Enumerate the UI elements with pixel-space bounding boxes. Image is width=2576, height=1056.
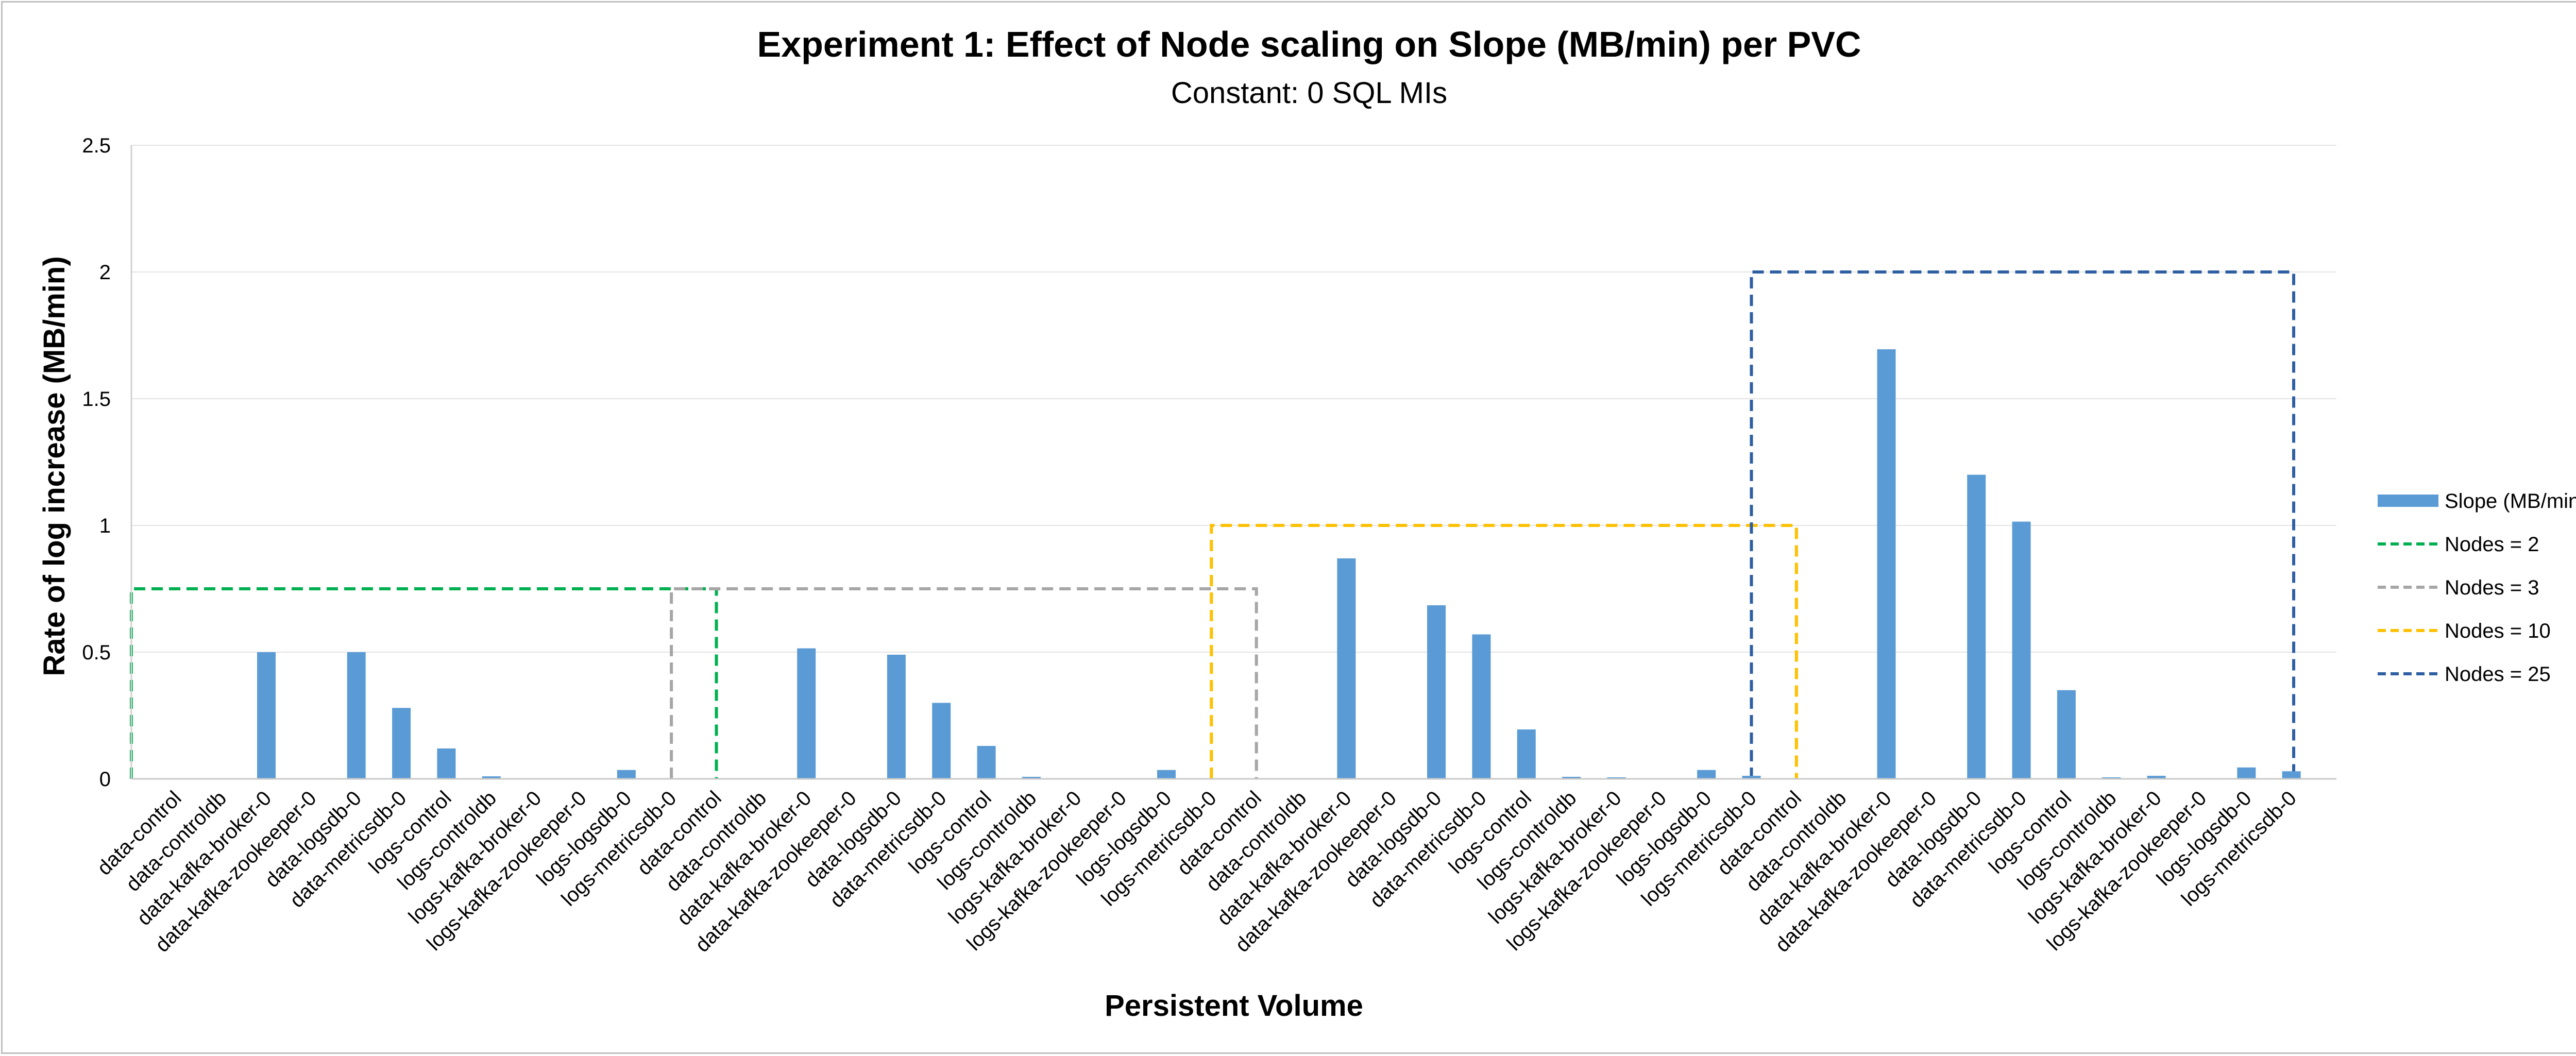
legend-label: Nodes = 2 [2445,533,2539,556]
x-axis-title: Persistent Volume [1105,989,1363,1023]
region-box [670,587,1258,779]
bar [1157,770,1176,779]
bar [1517,729,1536,779]
y-tick-label: 1 [99,515,111,537]
y-tick-label: 2 [99,261,111,284]
legend-swatch [2378,495,2438,507]
bar [617,770,636,779]
legend-label: Nodes = 10 [2445,620,2551,642]
legend-label: Nodes = 25 [2445,663,2551,686]
bar [257,652,276,779]
bar [392,708,411,779]
bar [2147,776,2166,779]
y-tick-label: 1.5 [82,388,111,411]
bar [977,746,996,779]
chart-title: Experiment 1: Effect of Node scaling on … [757,24,1861,64]
legend-label: Slope (MB/min) [2445,490,2576,513]
x-category-labels: data-controldata-controldbdata-kafka-bro… [93,787,2301,957]
y-tick-label: 2.5 [82,134,111,157]
bar [797,648,816,779]
legend-label: Nodes = 3 [2445,576,2539,599]
bar [1337,558,1356,779]
bar [1472,634,1491,779]
bar [2012,521,2031,779]
chart-subtitle: Constant: 0 SQL MIs [1171,76,1447,110]
bar [1697,770,1716,779]
bar [1022,777,1041,779]
bar [887,654,906,779]
bar [1742,776,1761,779]
bar [1562,777,1581,779]
region-box [1750,270,2296,779]
bar [932,703,951,779]
region-box [1210,524,1798,779]
y-tick-label: 0 [99,768,111,791]
bars [257,349,2301,779]
bar [1967,474,1986,779]
bar [347,652,366,779]
bar [437,748,456,779]
y-tick-labels: 0 0.5 1 1.5 2 2.5 [82,134,111,791]
bar [2282,771,2301,779]
bar [1427,605,1446,779]
bar [482,776,501,779]
gridlines [131,145,2336,653]
region-box [130,587,718,779]
bar [1877,349,1896,779]
y-axis-title: Rate of log increase (MB/min) [38,256,71,676]
bar [2057,690,2076,779]
y-tick-label: 0.5 [82,641,111,664]
legend: Slope (MB/min) Nodes = 2 Nodes = 3 Nodes = … [2378,490,2576,686]
bar [2237,767,2256,779]
axes [130,145,2336,780]
